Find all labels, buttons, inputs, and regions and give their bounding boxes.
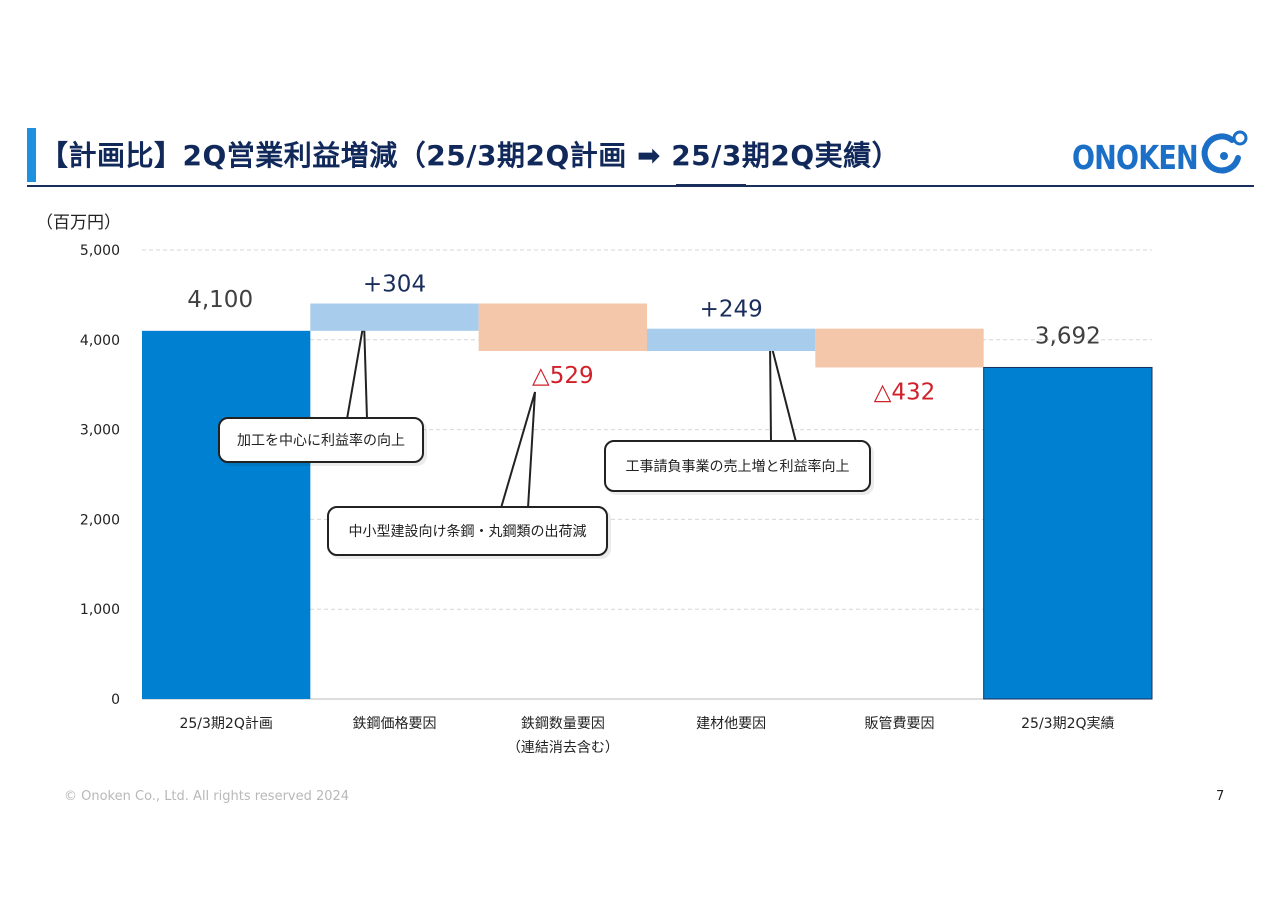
unit-label: （百万円） [36,213,121,233]
bar-decrease [478,303,647,352]
data-label: △529 [532,363,594,389]
x-tick-label: 25/3期2Q計画 [179,716,272,732]
x-tick-label: 鉄鋼価格要因 [353,716,437,732]
onoken-logo: ONOKEN [1072,128,1252,180]
y-tick-label: 4,000 [80,333,120,349]
data-label: 3,692 [1035,323,1101,349]
data-label: 4,100 [187,287,253,313]
x-tick-label: 建材他要因 [696,716,766,732]
data-label: +304 [363,272,426,298]
callout-steel-volume: 中小型建設向け条鋼・丸鋼類の出荷減 [327,506,608,556]
callout-pointer [345,320,369,420]
y-tick-label: 5,000 [80,243,120,259]
copyright-footer: © Onoken Co., Ltd. All rights reserved 2… [64,789,350,804]
x-tick-label: 販管費要因 [865,716,935,732]
logo-mark-icon [1201,130,1248,174]
y-tick-label: 0 [111,692,120,708]
x-tick-label: 鉄鋼数量要因 [521,716,605,732]
bar-decrease [815,328,984,368]
y-tick-label: 3,000 [80,423,120,439]
title-divider [27,185,1254,187]
page-number: 7 [1216,789,1225,804]
title-divider-accent [676,184,746,187]
bar-increase [647,328,816,352]
data-label: +249 [700,297,763,323]
callout-pointer [769,339,798,443]
y-tick-label: 2,000 [80,512,120,528]
x-tick-label: 25/3期2Q実績 [1021,716,1114,732]
title-accent-bar [27,128,36,182]
x-tick-sublabel: （連結消去含む） [507,740,619,756]
y-tick-label: 1,000 [80,602,120,618]
logo-text: ONOKEN [1072,138,1199,177]
bar-increase [310,303,479,331]
page-title: 【計画比】2Q営業利益増減（25/3期2Q計画 ➡ 25/3期2Q実績） [40,139,901,172]
data-label: △432 [874,379,936,405]
bar-total [142,330,311,699]
bar-total [983,366,1153,700]
callout-pointer [499,391,536,509]
callout-building-materials: 工事請負事業の売上増と利益率向上 [604,440,871,492]
callout-steel-price: 加工を中心に利益率の向上 [218,417,424,463]
